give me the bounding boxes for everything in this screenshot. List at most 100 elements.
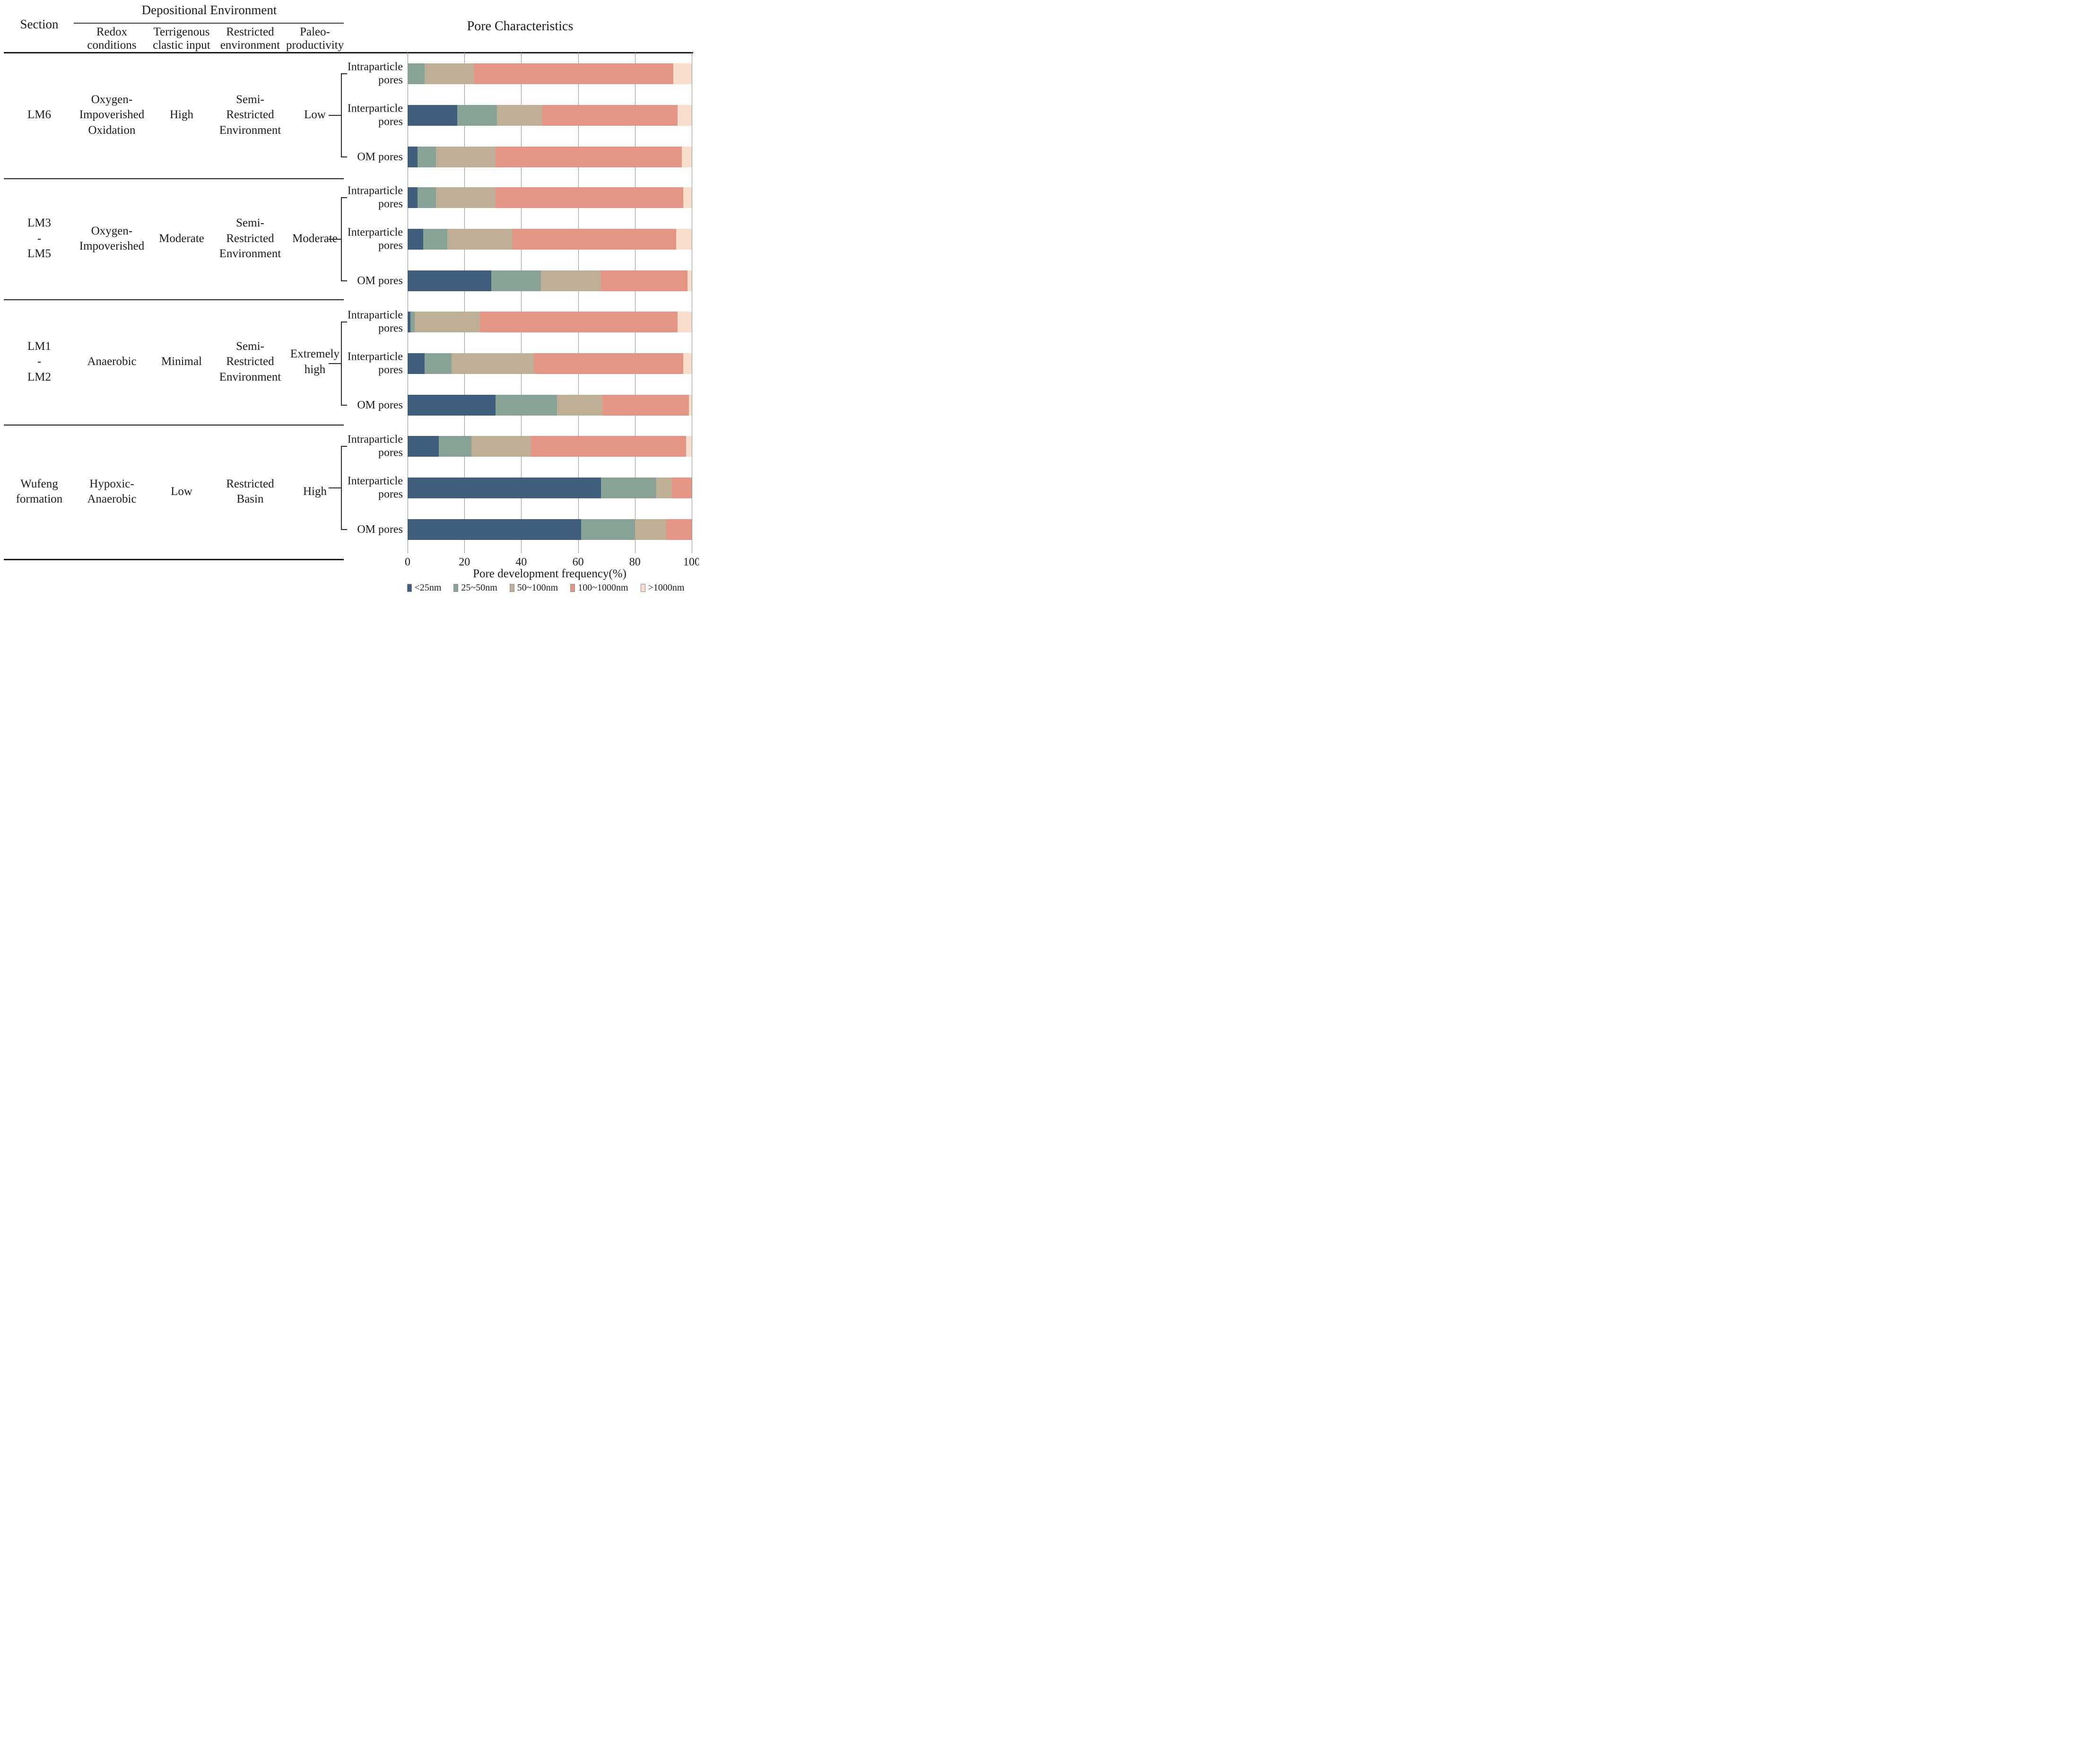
legend-item: 25~50nm	[453, 582, 497, 593]
legend-swatch	[570, 584, 575, 592]
bar-segment	[410, 312, 415, 332]
section-column-header: Section	[20, 17, 59, 31]
bar-segment	[497, 105, 543, 126]
column-header-terrigenous: Terrigenous clastic input	[153, 26, 210, 52]
bar-segment	[542, 105, 678, 126]
table-cell-redox: Hypoxic- Anaerobic	[87, 477, 137, 506]
stacked-bar	[408, 147, 692, 167]
group-bracket-stub	[329, 115, 341, 116]
bar-segment	[666, 519, 692, 540]
x-tick-label: 100	[683, 556, 699, 568]
table-cell-paleo: Moderate	[292, 232, 338, 245]
bar-segment	[447, 229, 513, 250]
bar-label: Intraparticle pores	[347, 184, 403, 210]
bar-segment	[496, 395, 557, 416]
bar-segment	[683, 187, 692, 208]
bar-segment	[687, 270, 692, 291]
legend: <25nm 25~50nm 50~100nm 100~1000nm >1000nm	[392, 582, 699, 593]
bar-segment	[581, 519, 635, 540]
table-cell-section: Wufeng formation	[16, 477, 63, 506]
bar-segment	[474, 63, 673, 84]
x-tick-label: 0	[405, 556, 410, 568]
bar-label: Interparticle pores	[347, 475, 403, 501]
x-tick-label: 80	[629, 556, 641, 568]
bar-segment	[673, 63, 692, 84]
bar-segment	[600, 270, 687, 291]
stacked-bar	[408, 270, 692, 291]
bar-segment	[602, 395, 689, 416]
legend-swatch	[407, 584, 412, 592]
bar-segment	[408, 478, 601, 498]
stacked-bar	[408, 436, 692, 457]
bar-segment	[656, 478, 672, 498]
bar-label: Intraparticle pores	[347, 61, 403, 87]
bar-segment	[600, 478, 656, 498]
table-cell-terrigenous: High	[170, 108, 193, 122]
bar-label: Interparticle pores	[347, 102, 403, 128]
x-tick-label: 40	[515, 556, 527, 568]
gridline	[521, 52, 522, 553]
legend-item: >1000nm	[640, 582, 684, 593]
group-bracket-tick-top	[341, 73, 347, 74]
table-cell-redox: Anaerobic	[87, 355, 137, 368]
bar-segment	[415, 312, 480, 332]
stacked-bar	[408, 353, 692, 374]
bar-segment	[534, 353, 683, 374]
table-row: LM3 - LM5 Oxygen- Impoverished Moderate Sem…	[4, 178, 344, 299]
group-bracket-stub	[329, 487, 341, 488]
bar-segment	[408, 353, 425, 374]
bar-label: OM pores	[357, 399, 403, 411]
bar-segment	[408, 147, 418, 167]
bar-segment	[480, 312, 678, 332]
row-divider-1	[4, 178, 344, 179]
bar-segment	[423, 229, 448, 250]
stacked-bar	[408, 312, 692, 332]
gridline	[578, 52, 579, 553]
stacked-bar	[408, 105, 692, 126]
bar-segment	[408, 395, 496, 416]
bar-label: OM pores	[357, 523, 403, 536]
table-cell-paleo: Extremely high	[290, 348, 340, 376]
bar-label: OM pores	[357, 150, 403, 163]
bar-segment	[677, 105, 692, 126]
column-header-redox: Redox conditions	[87, 26, 137, 52]
table-cell-terrigenous: Low	[171, 485, 192, 498]
bar-segment	[681, 147, 692, 167]
legend-item: <25nm	[407, 582, 442, 593]
bar-segment	[531, 436, 686, 457]
bar-label: Intraparticle pores	[347, 309, 403, 335]
bar-segment	[408, 519, 581, 540]
legend-label: <25nm	[414, 582, 442, 593]
legend-label: 50~100nm	[517, 582, 558, 593]
legend-item: 100~1000nm	[570, 582, 628, 593]
column-header-paleo: Paleo- productivity	[286, 26, 344, 52]
x-tick-label: 20	[459, 556, 470, 568]
group-bracket-stub	[329, 239, 341, 240]
stacked-bar	[408, 478, 692, 498]
depositional-environment-header: Depositional Environment	[141, 3, 277, 17]
table-cell-paleo: Low	[304, 108, 326, 122]
bar-segment	[671, 478, 692, 498]
table-cell-restricted: Semi- Restricted Environment	[219, 339, 281, 383]
bar-segment	[688, 395, 692, 416]
legend-label: 25~50nm	[461, 582, 497, 593]
stacked-bar	[408, 187, 692, 208]
group-bracket-line	[341, 198, 342, 281]
table-cell-terrigenous: Minimal	[161, 355, 202, 368]
table-cell-section: LM6	[27, 108, 51, 122]
bar-label: Interparticle pores	[347, 350, 403, 376]
group-bracket-line	[341, 322, 342, 405]
legend-swatch	[509, 584, 514, 592]
group-bracket-tick-top	[341, 197, 347, 198]
table-row: Wufeng formation Hypoxic- Anaerobic Low Res…	[4, 425, 344, 559]
group-bracket-line	[341, 74, 342, 157]
bar-segment	[408, 105, 458, 126]
legend-swatch	[453, 584, 459, 592]
bar-segment	[541, 270, 601, 291]
table-cell-redox: Oxygen- Impoverished	[79, 224, 145, 253]
bar-segment	[436, 147, 496, 167]
group-bracket-tick-bottom	[341, 156, 347, 157]
bar-segment	[557, 395, 602, 416]
stacked-bar	[408, 63, 692, 84]
x-axis-label: Pore development frequency(%)	[473, 567, 626, 580]
